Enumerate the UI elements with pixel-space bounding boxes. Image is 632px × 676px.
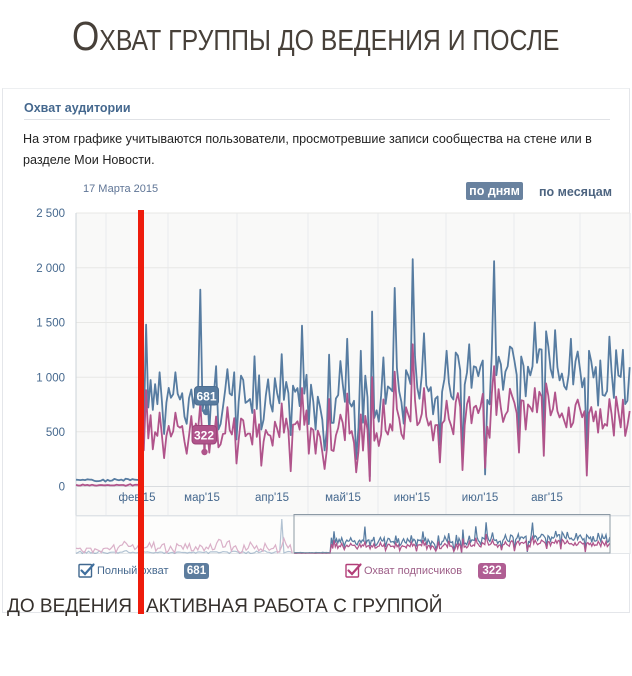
svg-text:1 000: 1 000	[36, 372, 65, 384]
svg-text:322: 322	[194, 429, 214, 443]
svg-text:мар'15: мар'15	[184, 492, 220, 504]
svg-text:500: 500	[46, 427, 65, 439]
svg-text:авг'15: авг'15	[531, 492, 563, 504]
svg-text:фев'15: фев'15	[119, 492, 156, 504]
svg-text:2 500: 2 500	[36, 208, 65, 220]
svg-text:2 000: 2 000	[36, 263, 65, 275]
svg-text:июн'15: июн'15	[394, 492, 430, 504]
svg-text:0: 0	[59, 482, 65, 494]
svg-text:апр'15: апр'15	[255, 492, 289, 504]
svg-text:1 500: 1 500	[36, 318, 65, 330]
svg-text:июл'15: июл'15	[462, 492, 499, 504]
svg-text:май'15: май'15	[325, 492, 361, 504]
svg-text:681: 681	[196, 390, 216, 404]
